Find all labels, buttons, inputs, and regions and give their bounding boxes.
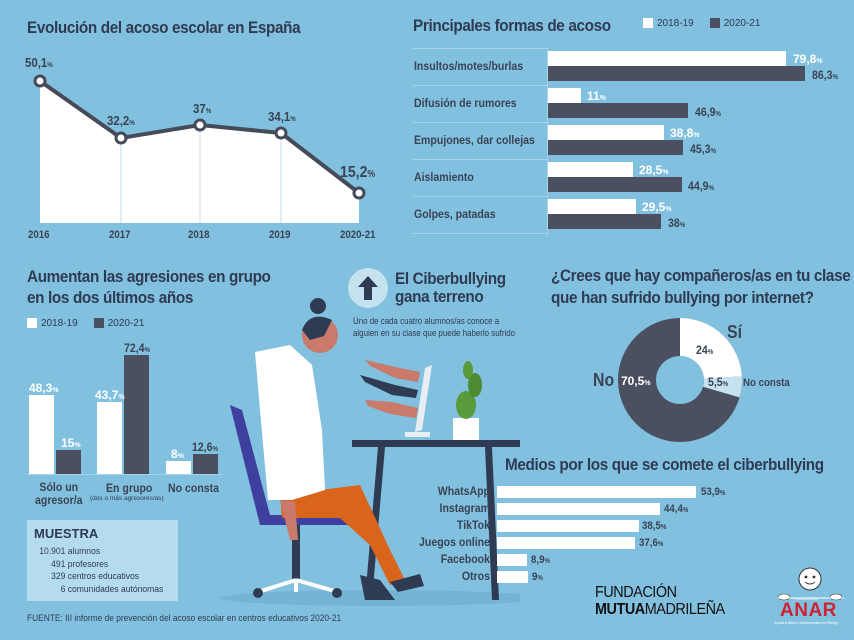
formas-title: Principales formas de acoso	[413, 16, 611, 35]
source-note: FUENTE: III informe de prevención del ac…	[27, 613, 342, 624]
no-label: No	[593, 370, 615, 390]
legend-2020-21: 2020-21	[93, 318, 144, 329]
point-label-2017: 32,2%	[107, 113, 135, 128]
fundacion-anar-logo: FUNDACIÓN ANAR Ayuda a Niños y Adolescen…	[772, 566, 848, 636]
grupo-title: Aumentan las agresiones en grupo en los …	[27, 267, 271, 307]
x-tick-2018: 2018	[188, 229, 210, 241]
muestra-list: 10.901 alumnos 491 profesores 329 centro…	[39, 546, 164, 595]
si-value: 24%	[696, 343, 714, 357]
ciber-title: El Ciberbullying gana terreno	[395, 269, 506, 306]
legend-2018-19: 2018-19	[643, 18, 694, 29]
legend-2020-21: 2020-21	[709, 18, 760, 29]
point-label-2018: 37%	[193, 101, 212, 116]
point-label-2020-21: 15,2%	[340, 164, 376, 181]
crees-donut-chart	[618, 318, 742, 442]
x-tick-2017: 2017	[109, 229, 131, 241]
crees-title: ¿Crees que hay compañeros/as en tu clase…	[551, 266, 851, 307]
legend-2018-19: 2018-19	[27, 318, 78, 329]
si-label: Sí	[727, 322, 742, 342]
x-tick-2020-21: 2020-21	[340, 229, 376, 241]
no-value: 70,5%	[621, 374, 651, 388]
formas-legend: 2018-19 2020-21	[643, 18, 760, 29]
grupo-legend: 2018-19 2020-21	[27, 318, 144, 329]
evolucion-line-chart	[33, 74, 366, 223]
medios-title: Medios por los que se comete el ciberbul…	[505, 455, 824, 474]
ciber-description: Uno de cada cuatro alumnos/as conoce a a…	[353, 316, 516, 338]
x-tick-2019: 2019	[269, 229, 291, 241]
x-tick-2016: 2016	[28, 229, 50, 241]
muestra-title: MUESTRA	[34, 526, 99, 541]
point-label-2016: 50,1%	[25, 55, 53, 70]
point-label-2019: 34,1%	[268, 109, 296, 124]
nc-label: No consta	[743, 377, 790, 389]
smiley-icon	[777, 567, 844, 601]
arrow-up-icon	[348, 268, 388, 308]
muestra-box: MUESTRA 10.901 alumnos 491 profesores 32…	[27, 520, 178, 601]
person-at-computer-illustration	[220, 298, 520, 606]
fundacion-mutua-logo: FUNDACIÓN MUTUAMADRILEÑA	[595, 584, 725, 618]
nc-value: 5,5%	[708, 375, 729, 389]
evolucion-title: Evolución del acoso escolar en España	[27, 18, 301, 37]
